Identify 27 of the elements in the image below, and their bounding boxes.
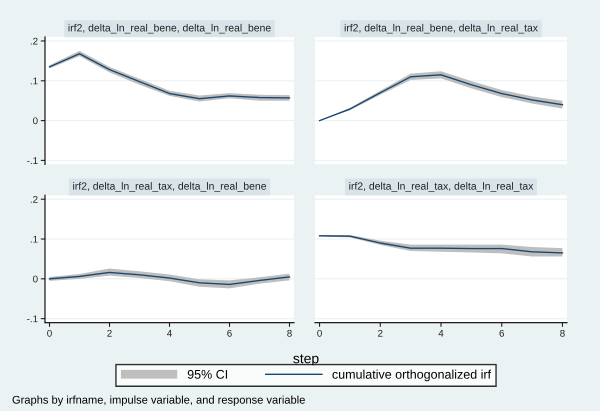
x-tick-label: 2 [107,330,112,337]
line-series [48,272,290,286]
chart-title: irf2, delta_ln_real_bene, delta_ln_real_tax [344,24,538,34]
x-tick-label: 8 [560,330,565,337]
chart-title: irf2, delta_ln_real_tax, delta_ln_real_bene [73,182,266,192]
y-tick-label: .2 [30,196,38,203]
x-tick-label: 6 [500,330,504,337]
y-tick-label: .1 [30,78,38,84]
y-tick-label: 0 [33,276,38,282]
y-tick-label: -.1 [27,157,38,164]
text: Graphs by irfname, impulse variable, and response variable [12,396,305,406]
y-tick-label: 0 [33,117,38,124]
x-tick-label: 6 [227,330,232,337]
y-tick-label: .2 [30,38,38,44]
text: 95% CI [188,370,228,379]
x-tick-label: 2 [378,330,382,337]
x-tick-label: 4 [438,330,444,337]
x-axis-title: step [293,354,319,366]
x-tick-label: 8 [287,330,292,337]
x-tick-label: 0 [317,330,322,337]
chart-title: irf2, delta_ln_real_tax, delta_ln_real_tax [349,182,534,192]
chart-title: irf2, delta_ln_real_bene, delta_ln_real_bene [68,24,271,34]
x-tick-label: 4 [167,330,172,337]
legend-label: cumulative orthogonalized irf [332,370,492,382]
y-tick-label: .1 [30,236,38,243]
x-tick-label: 0 [47,330,52,337]
y-tick-label: -.1 [27,315,38,322]
